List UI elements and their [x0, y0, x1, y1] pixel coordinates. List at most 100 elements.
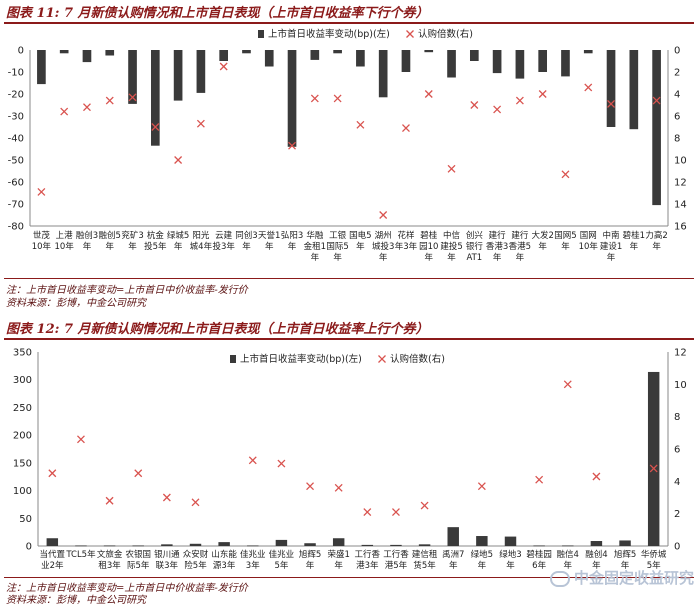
x-category-label: 年	[561, 241, 570, 252]
y-right-tick-label: 2	[674, 68, 680, 79]
x-category-label: 10年	[32, 241, 52, 252]
bar	[561, 50, 570, 77]
x-category-label: 5年	[647, 560, 661, 571]
x-category-label: 华融	[306, 230, 324, 241]
x-category-label: 旭辉5	[614, 549, 636, 560]
x-category-label: 绿城5	[167, 230, 189, 241]
bar	[264, 50, 274, 67]
subscription-marker	[105, 96, 114, 105]
x-category-label: 华侨城	[641, 549, 667, 560]
y-right-tick-label: 14	[674, 200, 687, 211]
x-category-label: 年	[449, 560, 458, 571]
bar	[476, 536, 488, 546]
subscription-marker	[196, 119, 205, 128]
y-left-tick-label: 300	[13, 375, 32, 386]
figure-2-note-rule	[4, 577, 694, 578]
y-left-tick-label: -40	[8, 134, 24, 145]
y-left-tick-label: 250	[13, 403, 32, 414]
x-category-label: 湖州	[375, 231, 392, 241]
subscription-marker	[420, 501, 429, 510]
legend-marker-swatch	[378, 355, 386, 363]
x-category-label: 年	[306, 560, 315, 571]
x-category-label: 当代置	[40, 549, 66, 560]
subscription-marker	[76, 435, 85, 444]
x-category-label: 融创3	[76, 230, 98, 241]
x-category-label: 上港	[56, 230, 74, 241]
x-category-label: 年	[334, 560, 343, 571]
subscription-marker	[561, 170, 570, 179]
figure-1-title-rule	[4, 22, 694, 24]
subscription-marker	[219, 62, 228, 71]
x-category-label: 险5年	[184, 560, 207, 571]
bar	[515, 50, 525, 79]
x-category-label: 年	[621, 560, 630, 571]
subscription-marker	[538, 90, 547, 98]
subscription-marker	[477, 482, 486, 491]
bar	[538, 50, 548, 72]
x-category-label: 租3年	[98, 560, 121, 571]
x-category-label: 建设1	[600, 241, 622, 252]
y-right-tick-label: 6	[674, 445, 680, 456]
watermark-text: 中金固定收益研究	[573, 569, 694, 587]
x-category-label: 年	[311, 252, 320, 263]
x-category-label: 融创5	[99, 230, 121, 241]
subscription-marker	[174, 156, 183, 164]
bar	[332, 538, 345, 546]
y-left-tick-label: 50	[19, 514, 32, 525]
wechat-icon	[549, 570, 570, 587]
subscription-marker	[607, 99, 615, 108]
x-category-label: 花样	[397, 230, 415, 241]
x-category-label: 年	[288, 241, 297, 252]
y-left-tick-label: 200	[13, 431, 32, 442]
figure-2-title-rule	[4, 338, 694, 340]
subscription-marker	[191, 498, 200, 507]
watermark: 中金固定收益研究	[549, 567, 694, 588]
y-left-tick-label: -70	[8, 200, 24, 211]
figure-1-note-rule	[4, 278, 694, 279]
x-category-label: TCL5年	[65, 549, 96, 560]
bar	[287, 50, 297, 147]
x-category-label: 年3年	[395, 241, 418, 252]
x-category-label: 国际5	[326, 242, 348, 252]
y-right-tick-label: 4	[674, 477, 680, 488]
x-category-label: 年	[516, 252, 525, 263]
bar	[590, 541, 603, 546]
bar	[132, 545, 144, 547]
x-category-label: 绿地5	[471, 549, 493, 560]
y-right-tick-label: 16	[674, 222, 687, 233]
subscription-marker	[37, 187, 46, 196]
x-category-label: 农银国	[125, 549, 151, 560]
subscription-marker	[310, 94, 319, 103]
subscription-marker	[470, 101, 479, 109]
bar	[390, 544, 402, 546]
bar	[583, 50, 593, 54]
y-right-tick-label: 10	[674, 380, 687, 391]
x-category-label: 年	[242, 241, 251, 252]
bar	[59, 50, 69, 54]
x-category-label: 大发2	[531, 230, 553, 241]
bar	[647, 371, 660, 546]
y-right-tick-label: 12	[674, 348, 687, 359]
x-category-label: 云建	[215, 230, 233, 241]
subscription-marker	[60, 107, 69, 116]
subscription-marker	[128, 93, 137, 102]
legend-marker-label: 认购倍数(右)	[418, 28, 473, 40]
bar	[629, 50, 639, 130]
x-category-label: AT1	[466, 253, 482, 263]
bar	[619, 540, 631, 546]
y-left-tick-label: 0	[26, 542, 32, 553]
x-category-label: 佳兆业	[269, 549, 295, 560]
x-category-label: 佳兆业	[240, 549, 266, 560]
legend-bar-label: 上市首日收益率变动(bp)(左)	[268, 28, 390, 40]
x-category-label: 年	[128, 241, 137, 252]
bar	[304, 543, 316, 546]
subscription-marker	[515, 96, 524, 105]
y-right-tick-label: 8	[674, 134, 680, 145]
subscription-marker	[306, 482, 315, 491]
subscription-marker	[83, 103, 91, 112]
subscription-marker	[162, 493, 171, 502]
x-category-label: 荣盛1	[327, 549, 349, 560]
bar	[46, 538, 59, 546]
x-category-label: 国电5	[349, 230, 371, 241]
x-category-label: 银行	[466, 241, 484, 252]
